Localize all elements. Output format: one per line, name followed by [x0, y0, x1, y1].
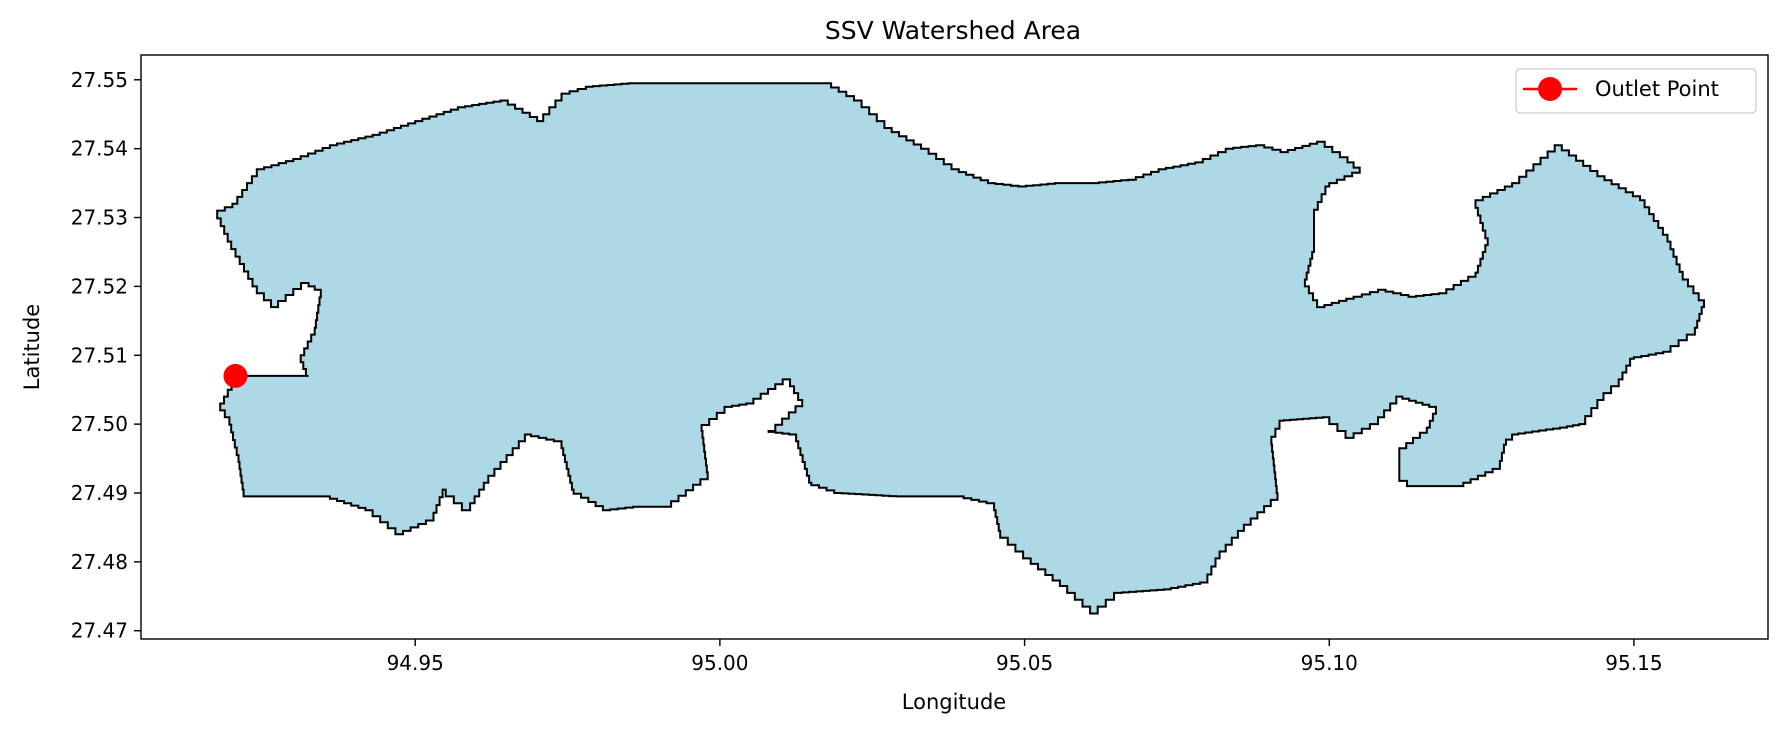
x-tick-label: 95.05	[996, 651, 1053, 675]
y-tick-label: 27.49	[71, 481, 128, 505]
y-tick-label: 27.48	[71, 550, 128, 574]
x-tick-label: 95.15	[1605, 651, 1662, 675]
y-tick-label: 27.55	[71, 68, 128, 92]
y-tick-label: 27.47	[71, 619, 128, 643]
y-tick-label: 27.51	[71, 343, 128, 367]
outlet-layer	[223, 363, 248, 388]
y-tick-label: 27.54	[71, 137, 128, 161]
watershed-polygon	[216, 82, 1705, 615]
watershed-layer	[216, 82, 1705, 615]
y-tick-label: 27.50	[71, 412, 128, 436]
plot-frame	[140, 54, 1769, 640]
legend-label-outlet-point: Outlet Point	[1595, 77, 1719, 101]
x-tick-label: 95.10	[1301, 651, 1358, 675]
y-tick-label: 27.52	[71, 274, 128, 298]
y-axis-title: Latitude	[20, 304, 44, 390]
chart-title: SSV Watershed Area	[825, 16, 1081, 45]
x-axis-title: Longitude	[902, 690, 1006, 714]
axis-ticks: 94.95 95.00 95.05 95.10 95.15 27.47 27.48 27.49…	[71, 68, 1663, 675]
outlet-point-marker	[223, 363, 248, 388]
x-tick-label: 95.00	[691, 651, 748, 675]
x-tick-label: 94.95	[387, 651, 444, 675]
legend-box	[1515, 68, 1757, 114]
y-tick-label: 27.53	[71, 206, 128, 230]
legend: Outlet Point	[1515, 68, 1757, 114]
legend-outlet-marker	[1538, 77, 1562, 101]
